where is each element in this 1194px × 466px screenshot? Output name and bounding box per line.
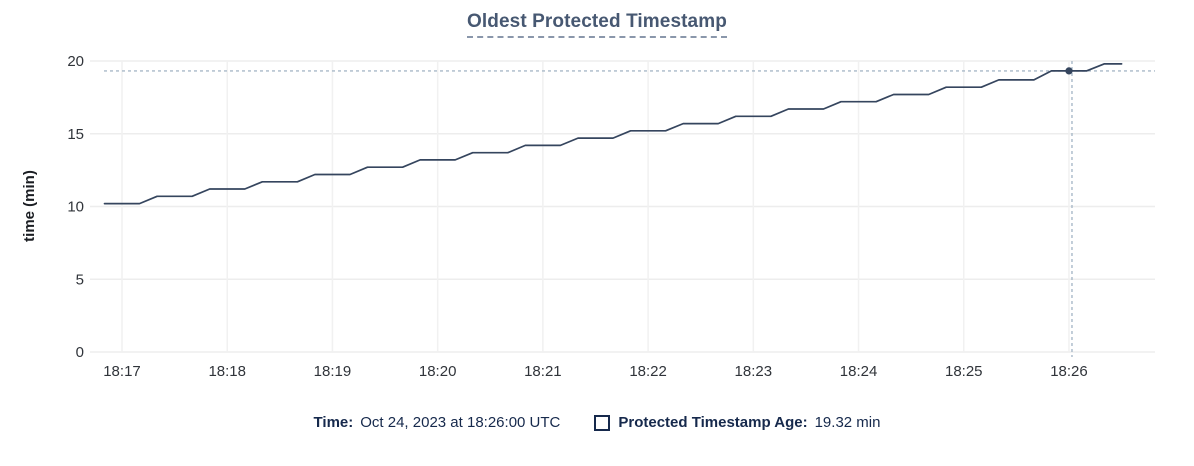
hover-legend: Time: Oct 24, 2023 at 18:26:00 UTC Prote… (0, 414, 1194, 431)
x-tick-label: 18:23 (735, 363, 773, 380)
horizontal-gridlines (90, 60, 1155, 353)
y-tick-label: 0 (76, 344, 84, 361)
hover-point-marker (1065, 67, 1073, 75)
chart-title[interactable]: Oldest Protected Timestamp (467, 11, 727, 38)
y-tick-label: 15 (67, 126, 84, 143)
x-tick-label: 18:24 (840, 363, 878, 380)
hover-time-group: Time: Oct 24, 2023 at 18:26:00 UTC (314, 414, 561, 431)
series-value: 19.32 min (814, 414, 881, 431)
y-tick-labels: 0 5 10 15 20 (67, 53, 84, 361)
series-line (103, 63, 1123, 205)
x-tick-labels: 18:17 18:18 18:19 18:20 18:21 18:22 18:23 18:24… (103, 363, 1088, 380)
series-label: Protected Timestamp Age: (618, 414, 808, 431)
square-outline-icon (594, 414, 611, 431)
y-tick-label: 20 (67, 53, 84, 70)
x-tick-label: 18:17 (103, 363, 141, 380)
hover-series-group: Protected Timestamp Age: 19.32 min (594, 414, 880, 431)
chart-title-row: Oldest Protected Timestamp (0, 0, 1194, 42)
x-tick-label: 18:26 (1050, 363, 1088, 380)
x-tick-label: 18:25 (945, 363, 983, 380)
time-value: Oct 24, 2023 at 18:26:00 UTC (360, 414, 561, 431)
x-tick-label: 18:19 (314, 363, 352, 380)
y-tick-label: 10 (67, 199, 84, 216)
vertical-gridlines (121, 61, 1070, 352)
y-axis-label: time (min) (21, 170, 38, 242)
time-label: Time: (313, 414, 354, 431)
x-tick-label: 18:21 (524, 363, 562, 380)
x-tick-label: 18:20 (419, 363, 457, 380)
y-tick-label: 5 (76, 271, 84, 288)
x-tick-label: 18:18 (208, 363, 246, 380)
x-tick-label: 18:22 (629, 363, 667, 380)
chart-area: 0 5 10 15 20 18:17 18:18 18:19 18:20 18:21 18:22 18… (0, 42, 1194, 390)
